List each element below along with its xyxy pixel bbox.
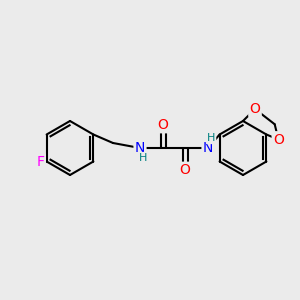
Text: N: N: [135, 141, 145, 155]
Text: H: H: [207, 133, 215, 143]
Text: O: O: [158, 118, 168, 132]
Text: N: N: [203, 141, 213, 155]
Text: H: H: [139, 153, 147, 163]
Text: F: F: [37, 154, 45, 169]
Text: O: O: [180, 163, 190, 177]
Text: O: O: [250, 102, 260, 116]
Text: O: O: [273, 133, 284, 146]
